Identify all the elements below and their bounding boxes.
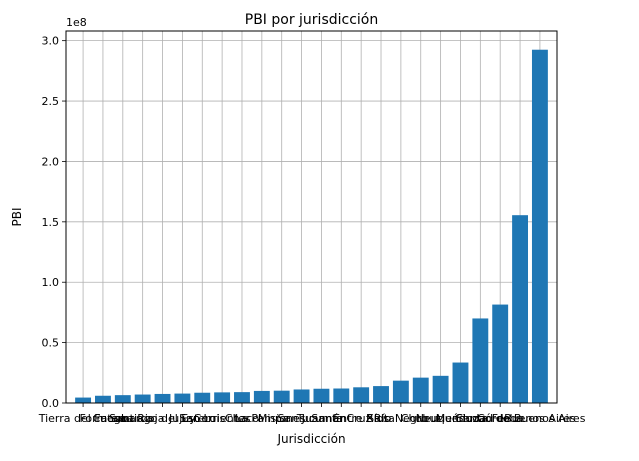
x-tick-label: Chubut <box>401 412 442 425</box>
y-tick-label: 0.0 <box>42 397 60 410</box>
bar <box>194 392 211 403</box>
y-tick-label: 0.5 <box>42 337 60 350</box>
x-tick-label: Santa Fe <box>456 412 504 425</box>
bar <box>512 215 529 403</box>
bar <box>253 390 270 403</box>
x-tick-label: Tierra del Fuego <box>38 412 128 425</box>
bar <box>293 389 310 403</box>
bar <box>333 388 350 403</box>
bar <box>234 392 250 403</box>
bar <box>373 386 389 403</box>
x-tick-label: Buenos Aires <box>504 412 576 425</box>
plot-frame <box>65 30 558 404</box>
bar <box>214 392 231 403</box>
x-tick-label: La Pampa <box>235 412 289 425</box>
x-tick-label: San Luis <box>179 412 225 425</box>
x-tick-label: Santa Cruz <box>311 412 371 425</box>
x-tick-label: Jujuy <box>168 412 196 425</box>
bar <box>432 375 449 403</box>
bar <box>472 318 489 403</box>
bar <box>134 394 151 403</box>
bar <box>531 49 548 404</box>
x-tick-label: San Juan <box>278 412 326 425</box>
y-tick-label: 1.5 <box>42 216 60 229</box>
x-tick-label: Corrientes <box>194 412 251 425</box>
bar <box>75 397 92 403</box>
x-tick-label: Misiones <box>258 412 306 425</box>
bar <box>313 388 330 403</box>
x-tick-label: Salta <box>367 412 395 425</box>
y-tick-label: 1.0 <box>42 276 60 289</box>
x-tick-label: Entre Ríos <box>333 412 389 425</box>
bar <box>492 304 509 403</box>
bar <box>412 377 429 403</box>
x-tick-label: Mendoza <box>436 412 485 425</box>
bar <box>452 362 469 403</box>
x-tick-label: La Rioja <box>121 412 165 425</box>
bar <box>174 393 191 403</box>
bar-layer <box>75 49 548 404</box>
y-tick-label: 2.5 <box>42 95 60 108</box>
y-axis-label: PBI <box>10 207 24 226</box>
x-tick-label: Santiago del Estero <box>109 412 216 425</box>
x-tick-label: Río Negro <box>374 412 428 425</box>
x-tick-label: Catamarca <box>93 412 153 425</box>
x-tick-label: Córdoba <box>477 412 523 425</box>
x-tick-label: Chaco <box>225 412 259 425</box>
bar <box>154 393 171 403</box>
x-tick-label: Formosa <box>79 412 126 425</box>
x-tick-label: Ciudad de Buenos Aires <box>455 412 586 425</box>
bar <box>114 395 131 403</box>
chart-title: PBI por jurisdicción <box>245 12 379 28</box>
x-tick-label: Tucumán <box>296 412 346 425</box>
y-tick-label: 3.0 <box>42 35 60 48</box>
y-tick-label: 2.0 <box>42 155 60 168</box>
y-offset-text: 1e8 <box>66 16 87 29</box>
x-tick-label: Neuquén <box>416 412 466 425</box>
x-axis-label: Jurisdicción <box>276 432 345 446</box>
bar <box>273 390 290 403</box>
bar <box>353 387 370 403</box>
y-axis: 0.0 0.5 1.0 1.5 2.0 2.5 3.0 <box>42 35 66 410</box>
bar <box>94 395 111 403</box>
bar <box>392 380 409 403</box>
